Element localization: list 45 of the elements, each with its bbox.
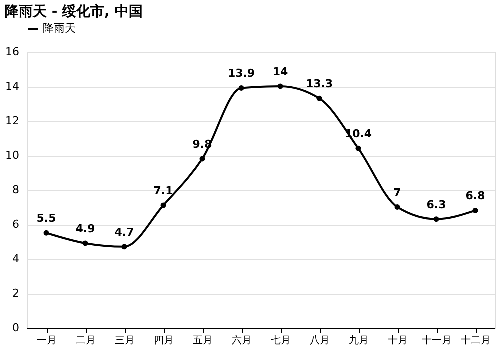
point bbox=[472, 208, 478, 214]
x-tick-label: 十二月 bbox=[461, 334, 491, 346]
x-tick-label: 四月 bbox=[154, 336, 174, 346]
y-tick-label: 4 bbox=[12, 252, 20, 266]
point bbox=[122, 244, 128, 250]
y-tick-label: 0 bbox=[12, 322, 20, 334]
y-tick-label: 8 bbox=[12, 184, 20, 196]
data-label: 6.3 bbox=[426, 198, 446, 212]
point bbox=[238, 85, 244, 91]
data-label: 4.7 bbox=[114, 226, 134, 239]
y-tick-label: 16 bbox=[6, 46, 20, 58]
point bbox=[434, 216, 440, 222]
y-tick-label: 14 bbox=[6, 80, 20, 93]
point bbox=[82, 240, 88, 246]
point bbox=[160, 202, 166, 208]
x-tick-label: 十月 bbox=[388, 334, 408, 346]
y-tick-label: 10 bbox=[6, 149, 20, 162]
x-tick-label: 二月 bbox=[76, 336, 96, 346]
chart-title: 降雨天 - 绥化市, 中国 bbox=[5, 3, 143, 20]
point bbox=[44, 230, 50, 236]
data-label: 4.9 bbox=[76, 222, 96, 236]
point bbox=[200, 156, 206, 162]
x-tick-label: 七月 bbox=[271, 334, 291, 346]
data-label: 13.9 bbox=[228, 67, 256, 80]
y-tick-label: 2 bbox=[12, 287, 20, 300]
data-label: 7 bbox=[394, 186, 402, 200]
x-tick-label: 一月 bbox=[37, 336, 57, 346]
data-label: 14 bbox=[272, 66, 288, 78]
y-tick-label: 12 bbox=[6, 114, 20, 128]
x-tick-label: 九月 bbox=[349, 334, 369, 346]
point bbox=[394, 204, 400, 210]
data-label: 6.8 bbox=[466, 190, 486, 203]
data-label: 5.5 bbox=[36, 212, 56, 226]
x-tick-label: 十一月 bbox=[422, 334, 452, 346]
x-tick-label: 五月 bbox=[193, 336, 213, 346]
point bbox=[356, 146, 362, 152]
point bbox=[278, 84, 284, 90]
data-label: 7.1 bbox=[154, 184, 174, 198]
x-tick-label: 六月 bbox=[232, 334, 252, 346]
y-tick-label: 6 bbox=[12, 218, 20, 231]
point bbox=[316, 96, 322, 102]
legend-label: 降雨天 bbox=[43, 22, 76, 35]
x-tick-label: 八月 bbox=[310, 336, 330, 346]
data-label: 13.3 bbox=[306, 78, 334, 91]
x-tick-label: 三月 bbox=[115, 336, 135, 346]
